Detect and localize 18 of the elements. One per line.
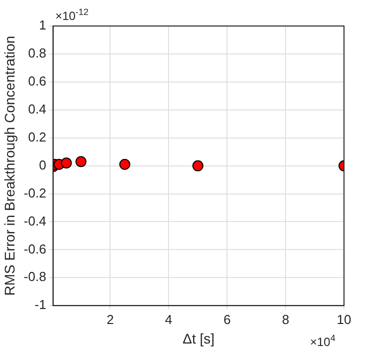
x-tick-label: 6 [223,312,231,327]
y-tick-label: -0.8 [24,269,46,284]
y-tick-label: -0.6 [24,241,46,256]
y-tick-label: 0.8 [28,46,46,61]
y-tick-label: -0.2 [24,185,46,200]
y-tick-label: 1 [38,18,46,33]
x-tick-label: 8 [282,312,290,327]
x-tick-label: 2 [106,312,114,327]
x-axis-title: Δt [s] [182,330,215,346]
x-tick-label: 10 [336,312,352,327]
y-tick-label: 0.2 [28,129,46,144]
x-tick-label: 4 [165,312,172,327]
y-axis-title: RMS Error in Breakthrough Concentration [1,36,18,296]
y-tick-label: -1 [34,297,46,312]
y-tick-label: 0 [38,157,46,172]
y-tick-label: 0.6 [28,74,46,88]
y-tick-label: 0.4 [28,101,46,116]
y-tick-label: -0.4 [24,213,46,228]
